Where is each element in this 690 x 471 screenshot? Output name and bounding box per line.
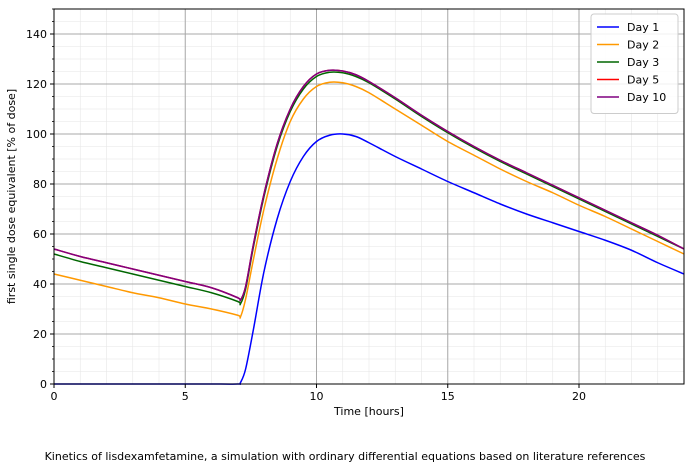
y-tick-label: 20 (33, 328, 47, 341)
legend-label: Day 1 (627, 21, 659, 34)
y-tick-label: 100 (26, 128, 47, 141)
legend-label: Day 3 (627, 56, 659, 69)
x-tick-label: 0 (51, 390, 58, 403)
legend-box (590, 13, 679, 114)
grid (53, 8, 685, 385)
y-axis-label: first single dose equivalent [% of dose] (5, 89, 18, 304)
y-tick-label: 140 (26, 28, 47, 41)
y-tick-label: 40 (33, 278, 47, 291)
x-tick-label: 10 (310, 390, 324, 403)
series-line-day-10 (53, 69, 685, 302)
legend-label: Day 2 (627, 39, 659, 52)
legend-label: Day 5 (627, 74, 659, 87)
y-tick-label: 80 (33, 178, 47, 191)
y-tick-label: 0 (40, 378, 47, 391)
y-tick-label: 60 (33, 228, 47, 241)
legend: Day 1 Day 2 Day 3 Day 5 Day 10 (590, 13, 679, 114)
x-tick-label: 5 (182, 390, 189, 403)
x-tick-label: 15 (441, 390, 455, 403)
y-tick-label: 120 (26, 78, 47, 91)
x-axis-label: Time [hours] (333, 405, 404, 418)
figure-caption: Kinetics of lisdexamfetamine, a simulati… (44, 450, 646, 463)
axis-ticks: 0 5 10 15 20 0 20 40 60 80 100 120 140 (26, 8, 586, 403)
legend-label: Day 10 (627, 91, 666, 104)
series-line-day-2 (53, 81, 685, 319)
series-line-day-3 (53, 71, 685, 306)
x-tick-label: 20 (572, 390, 586, 403)
